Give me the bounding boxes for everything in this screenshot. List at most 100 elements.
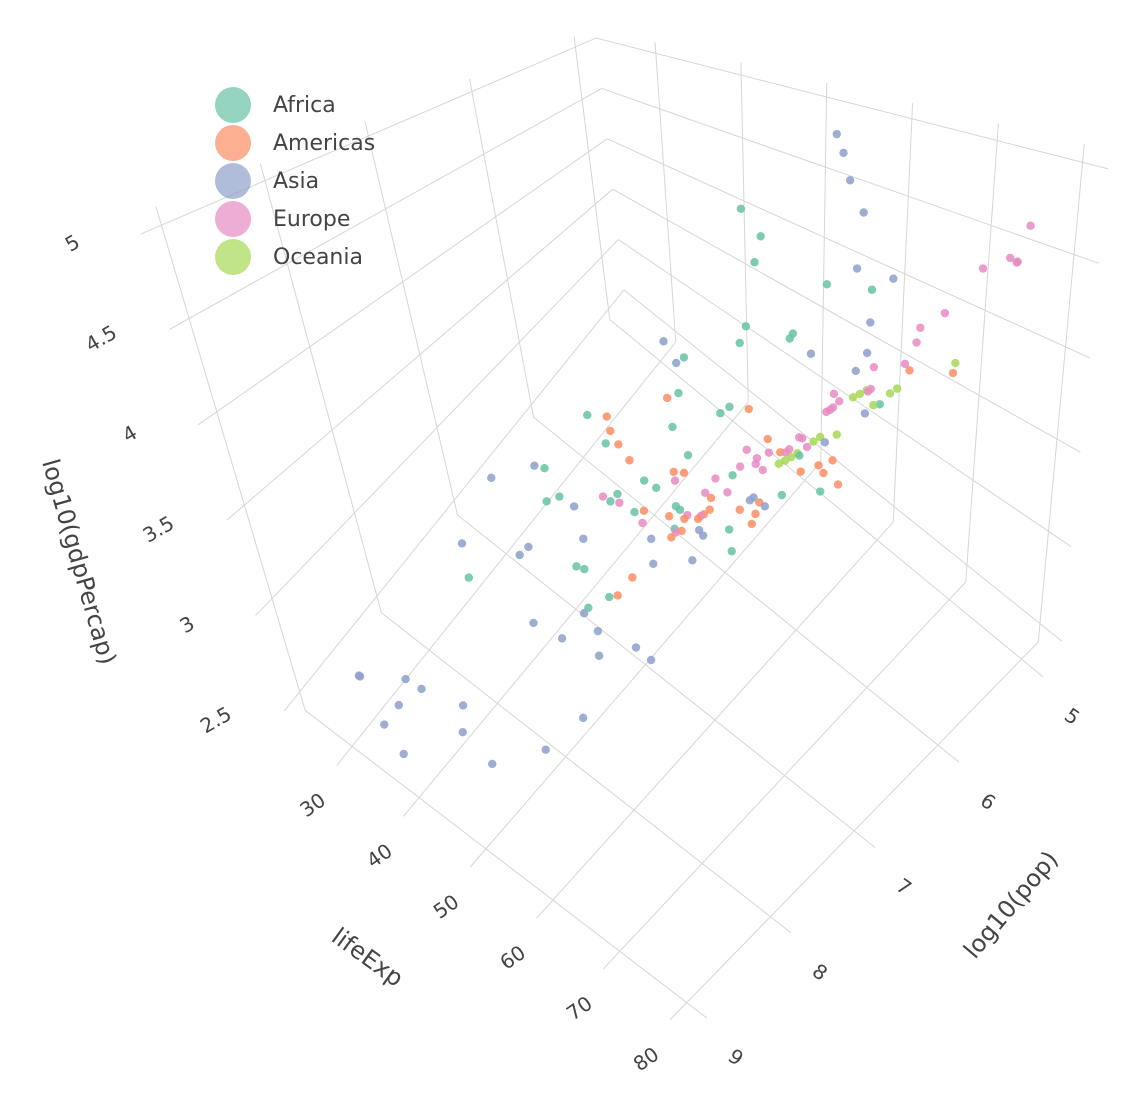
data-point-asia[interactable] (541, 745, 550, 754)
data-point-oceania[interactable] (869, 400, 878, 410)
data-point-africa[interactable] (750, 258, 759, 267)
data-point-oceania[interactable] (832, 430, 841, 439)
data-point-americas[interactable] (751, 509, 760, 519)
data-point-americas[interactable] (669, 467, 678, 477)
data-point-africa[interactable] (675, 505, 685, 515)
legend-item-oceania[interactable]: Oceania (215, 238, 375, 276)
data-point-asia[interactable] (859, 208, 868, 217)
data-point-americas[interactable] (614, 440, 623, 449)
data-point-europe[interactable] (912, 338, 921, 347)
data-point-europe[interactable] (735, 462, 745, 471)
data-point-asia[interactable] (515, 550, 524, 560)
data-point-africa[interactable] (785, 334, 794, 343)
data-point-oceania[interactable] (774, 459, 783, 469)
data-point-africa[interactable] (464, 573, 473, 582)
data-point-europe[interactable] (711, 474, 720, 483)
data-point-americas[interactable] (706, 493, 716, 503)
data-point-africa[interactable] (674, 388, 683, 398)
data-point-americas[interactable] (763, 434, 772, 444)
data-point-asia[interactable] (760, 502, 770, 511)
data-point-americas[interactable] (664, 512, 674, 521)
data-point-africa[interactable] (867, 285, 877, 294)
data-point-asia[interactable] (457, 539, 467, 548)
data-point-asia[interactable] (594, 651, 604, 660)
data-point-africa[interactable] (777, 490, 787, 500)
data-point-europe[interactable] (863, 387, 873, 396)
data-point-africa[interactable] (583, 410, 592, 420)
data-point-asia[interactable] (860, 409, 870, 418)
data-point-africa[interactable] (724, 525, 734, 534)
data-point-asia[interactable] (889, 274, 898, 283)
data-point-asia[interactable] (852, 264, 862, 273)
legend-item-americas[interactable]: Americas (215, 124, 375, 162)
data-point-europe[interactable] (700, 488, 710, 497)
data-point-oceania[interactable] (885, 389, 895, 398)
data-point-africa[interactable] (795, 451, 804, 460)
data-point-europe[interactable] (742, 445, 751, 454)
data-point-asia[interactable] (631, 643, 641, 652)
data-point-asia[interactable] (698, 531, 708, 540)
data-point-americas[interactable] (833, 480, 843, 489)
data-point-europe[interactable] (900, 359, 910, 369)
data-point-americas[interactable] (679, 468, 689, 478)
data-point-asia[interactable] (745, 496, 755, 505)
legend-item-asia[interactable]: Asia (215, 162, 375, 200)
data-point-africa[interactable] (555, 492, 564, 501)
data-point-asia[interactable] (820, 438, 830, 447)
data-point-africa[interactable] (727, 547, 736, 556)
data-point-asia[interactable] (458, 701, 468, 710)
data-point-asia[interactable] (593, 626, 603, 636)
data-point-americas[interactable] (693, 514, 703, 524)
data-point-asia[interactable] (866, 318, 875, 327)
legend-item-europe[interactable]: Europe (215, 200, 375, 238)
data-point-africa[interactable] (736, 204, 746, 213)
data-point-europe[interactable] (978, 264, 988, 273)
data-point-africa[interactable] (639, 476, 649, 485)
data-point-americas[interactable] (613, 591, 622, 600)
data-point-americas[interactable] (625, 456, 634, 465)
data-point-americas[interactable] (639, 506, 649, 516)
data-point-africa[interactable] (725, 402, 734, 412)
data-point-oceania[interactable] (848, 393, 858, 402)
data-point-africa[interactable] (668, 422, 677, 432)
data-point-europe[interactable] (869, 362, 879, 372)
data-point-oceania[interactable] (951, 358, 960, 368)
data-point-asia[interactable] (488, 759, 497, 769)
data-point-europe[interactable] (1006, 253, 1015, 263)
data-point-africa[interactable] (605, 592, 614, 602)
data-point-europe[interactable] (615, 498, 624, 507)
data-point-africa[interactable] (540, 463, 549, 473)
data-point-europe[interactable] (940, 308, 950, 318)
data-point-asia[interactable] (394, 700, 403, 710)
data-point-africa[interactable] (601, 439, 610, 448)
data-point-asia[interactable] (530, 461, 539, 470)
data-point-asia[interactable] (401, 674, 410, 684)
data-point-asia[interactable] (569, 502, 579, 511)
data-point-oceania[interactable] (786, 452, 796, 462)
data-point-americas[interactable] (814, 461, 823, 470)
data-point-asia[interactable] (487, 473, 496, 483)
data-point-europe[interactable] (802, 442, 812, 452)
data-point-americas[interactable] (747, 519, 756, 529)
data-point-americas[interactable] (905, 366, 914, 375)
data-point-africa[interactable] (716, 409, 725, 418)
data-point-africa[interactable] (683, 450, 693, 460)
data-point-europe[interactable] (638, 518, 647, 528)
data-point-asia[interactable] (579, 534, 588, 543)
data-point-asia[interactable] (688, 556, 697, 565)
data-point-asia[interactable] (659, 337, 668, 346)
data-point-europe[interactable] (916, 323, 925, 332)
data-point-asia[interactable] (832, 129, 841, 139)
data-point-africa[interactable] (572, 562, 581, 571)
data-point-asia[interactable] (845, 176, 855, 185)
data-point-europe[interactable] (822, 407, 831, 417)
data-point-asia[interactable] (458, 727, 467, 737)
legend-item-africa[interactable]: Africa (215, 86, 375, 124)
data-point-oceania[interactable] (809, 437, 818, 446)
data-point-americas[interactable] (819, 468, 828, 478)
data-point-americas[interactable] (948, 368, 958, 378)
data-point-africa[interactable] (756, 232, 765, 241)
data-point-africa[interactable] (728, 471, 737, 480)
data-point-americas[interactable] (628, 573, 637, 582)
data-point-africa[interactable] (580, 564, 589, 574)
